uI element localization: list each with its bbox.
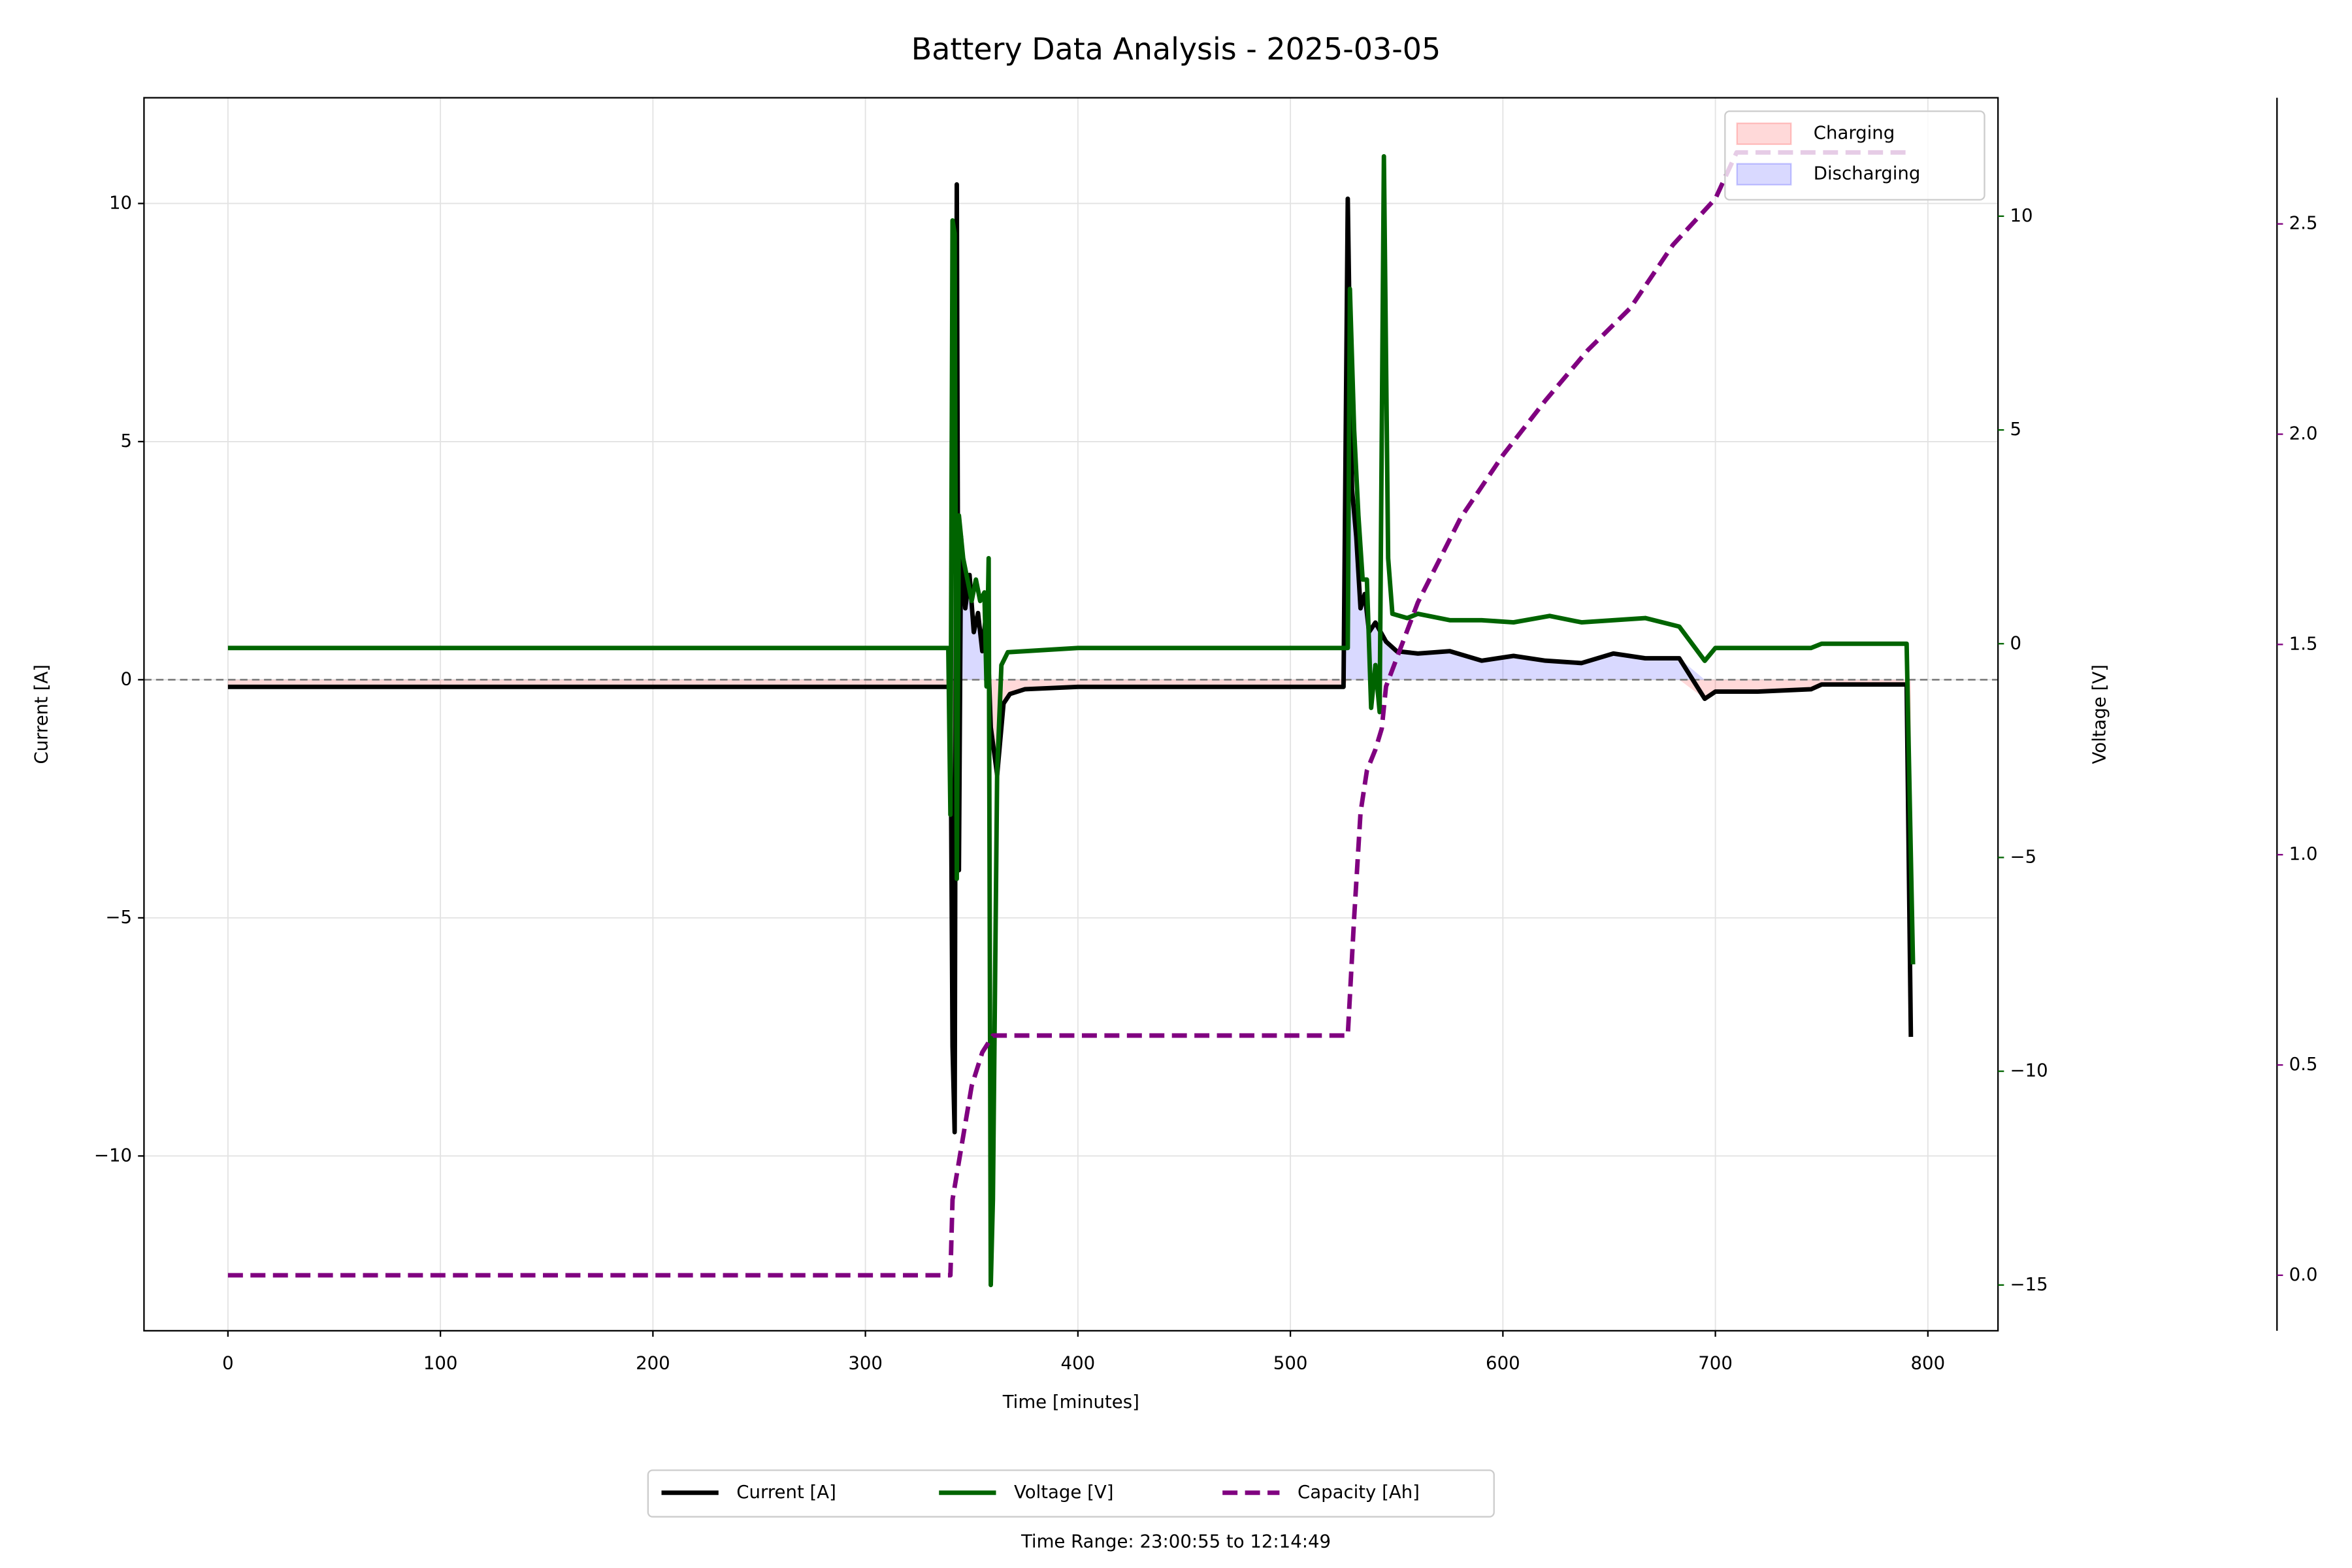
y-tick-label: −10	[94, 1145, 132, 1166]
legend-swatch	[1736, 163, 1792, 186]
series-line	[227, 154, 1916, 1288]
y-tick-label: 0	[121, 668, 133, 689]
legend-swatch	[1736, 122, 1792, 145]
x-tick-label: 400	[1061, 1352, 1096, 1373]
x-axis-label: Time [minutes]	[1002, 1392, 1139, 1413]
y2-tick-label: −5	[2010, 846, 2037, 867]
chart-title: Battery Data Analysis - 2025-03-05	[911, 31, 1441, 67]
x-tick-label: 500	[1273, 1352, 1308, 1373]
x-tick-label: 0	[222, 1352, 234, 1373]
legend-box	[647, 1469, 1495, 1518]
y2-tick-label: −15	[2010, 1274, 2048, 1295]
legend-box	[1724, 110, 1985, 201]
discharging-fill	[227, 184, 1911, 680]
y-tick-label: 10	[109, 192, 132, 213]
y-tick-label: 5	[121, 431, 133, 451]
y2-axis-label: Voltage [V]	[2089, 664, 2110, 764]
legend-label: Charging	[1814, 123, 1895, 144]
series-line	[227, 182, 1914, 1135]
plot-frame	[143, 97, 1999, 1332]
x-tick-label: 300	[848, 1352, 883, 1373]
legend-label: Discharging	[1814, 163, 1921, 184]
y3-tick-label: 1.5	[2289, 633, 2318, 654]
x-tick-label: 800	[1911, 1352, 1946, 1373]
y-axis-label: Current [A]	[31, 664, 52, 764]
y3-tick-label: 2.0	[2289, 423, 2318, 444]
series-line	[227, 150, 1907, 1278]
y3-tick-label: 1.0	[2289, 843, 2318, 864]
y2-tick-label: −10	[2010, 1060, 2048, 1081]
y2-tick-label: 0	[2010, 632, 2022, 653]
x-tick-label: 200	[636, 1352, 670, 1373]
x-tick-label: 600	[1486, 1352, 1520, 1373]
charging-fill	[227, 679, 1911, 1132]
legend-label: Capacity [Ah]	[1298, 1482, 1420, 1503]
footnote: Time Range: 23:00:55 to 12:14:49	[1021, 1531, 1331, 1552]
y3-tick-label: 2.5	[2289, 213, 2318, 234]
x-tick-label: 100	[423, 1352, 458, 1373]
legend-label: Current [A]	[736, 1482, 836, 1503]
y2-tick-label: 10	[2010, 205, 2033, 226]
y3-tick-label: 0.0	[2289, 1264, 2318, 1285]
legend-label: Voltage [V]	[1014, 1482, 1113, 1503]
x-tick-label: 700	[1698, 1352, 1733, 1373]
y-tick-label: −5	[105, 907, 132, 928]
y2-tick-label: 5	[2010, 419, 2022, 440]
y3-tick-label: 0.5	[2289, 1054, 2318, 1075]
